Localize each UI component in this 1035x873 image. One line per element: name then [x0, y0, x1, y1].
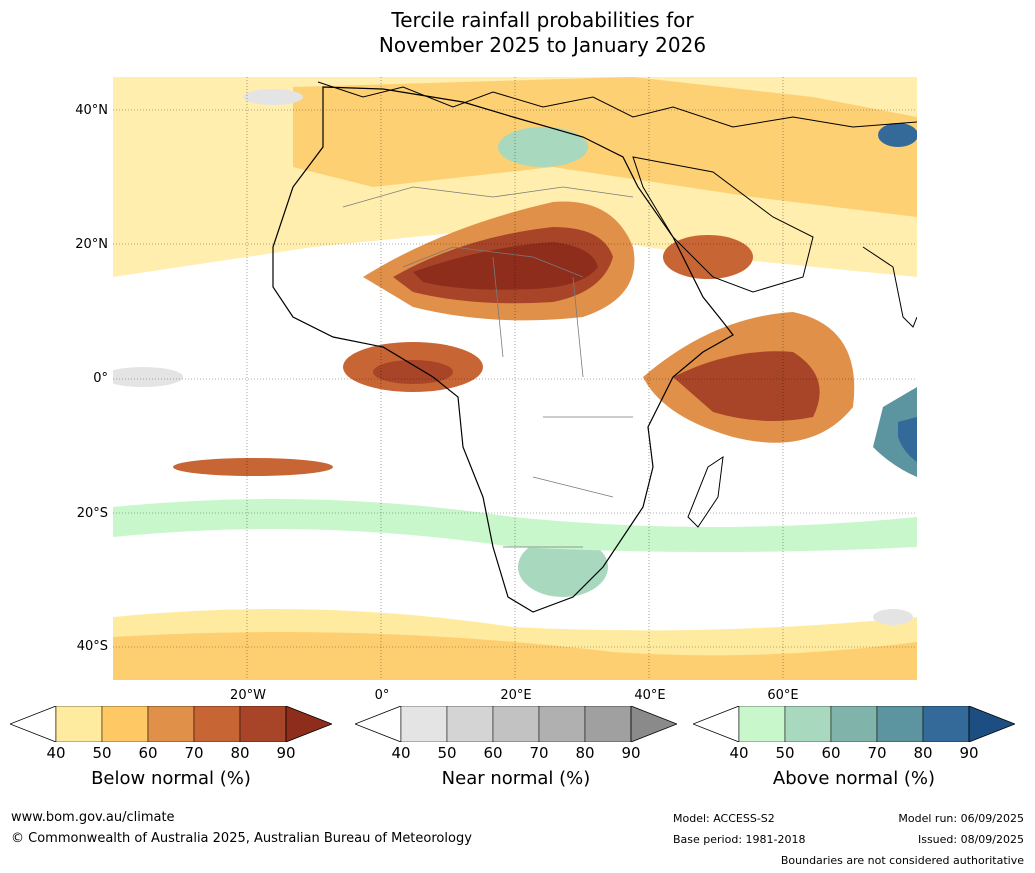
- cb-below-tick: 80: [230, 744, 250, 762]
- field-southafrica-above: [518, 537, 608, 597]
- above-swatch: [830, 706, 878, 742]
- cb-above-tick: 60: [821, 744, 841, 762]
- footer-model: Model: ACCESS-S2: [673, 812, 775, 825]
- below-swatch: [239, 706, 287, 742]
- field-near-1: [243, 89, 303, 105]
- colorbar-below: [10, 706, 332, 742]
- above-swatch: [876, 706, 924, 742]
- cb-near-tick: 80: [575, 744, 595, 762]
- lon-label-40e: 40°E: [634, 688, 666, 703]
- below-swatch: [193, 706, 241, 742]
- footer-model-run: Model run: 06/09/2025: [898, 812, 1024, 825]
- lat-label-20n: 20°N: [75, 237, 108, 252]
- field-guinea-below-80: [373, 360, 453, 384]
- lon-label-20w: 20°W: [230, 688, 266, 703]
- near-swatch-high-extend: [630, 706, 677, 742]
- cb-above-tick: 70: [867, 744, 887, 762]
- legend-title-above: Above normal (%): [772, 768, 936, 789]
- field-sahel-below-90: [413, 242, 598, 290]
- cb-near-tick: 40: [391, 744, 411, 762]
- cb-near-tick: 70: [529, 744, 549, 762]
- near-swatch: [538, 706, 586, 742]
- cb-above-tick: 40: [729, 744, 749, 762]
- lat-label-0: 0°: [93, 371, 108, 386]
- cb-above-tick: 90: [959, 744, 979, 762]
- above-swatch-high-extend: [968, 706, 1015, 742]
- field-indian-above-80: [898, 417, 917, 462]
- cb-below-tick: 60: [138, 744, 158, 762]
- cb-near-tick: 50: [437, 744, 457, 762]
- near-swatch: [400, 706, 448, 742]
- field-mediterranean-above: [498, 127, 588, 167]
- lon-label-20e: 20°E: [500, 688, 532, 703]
- field-near-3: [873, 609, 913, 625]
- legend-title-below: Below normal (%): [91, 768, 251, 789]
- footer-disclaimer: Boundaries are not considered authoritat…: [780, 854, 1024, 867]
- colorbar-above: [693, 706, 1015, 742]
- footer-copyright: © Commonwealth of Australia 2025, Austra…: [11, 831, 472, 846]
- above-swatch: [738, 706, 786, 742]
- arabia-coastline: [632, 156, 814, 293]
- field-satlantic-below: [173, 458, 333, 476]
- map-gridlines: [113, 77, 917, 680]
- cb-near-tick: 90: [621, 744, 641, 762]
- lat-label-40n: 40°N: [75, 103, 108, 118]
- chart-title: Tercile rainfall probabilities for Novem…: [0, 8, 1035, 58]
- lat-label-20s: 20°S: [76, 506, 108, 521]
- india-coastline: [862, 246, 917, 328]
- madagascar-coastline: [687, 455, 724, 528]
- rainfall-probability-map: [113, 77, 917, 680]
- cb-above-tick: 80: [913, 744, 933, 762]
- lat-label-40s: 40°S: [76, 639, 108, 654]
- below-swatch-high-extend: [285, 706, 332, 742]
- title-line-1: Tercile rainfall probabilities for: [391, 8, 694, 32]
- cb-near-tick: 60: [483, 744, 503, 762]
- cb-below-tick: 50: [92, 744, 112, 762]
- above-swatch: [784, 706, 832, 742]
- cb-above-tick: 50: [775, 744, 795, 762]
- lon-label-60e: 60°E: [767, 688, 799, 703]
- near-swatch: [584, 706, 632, 742]
- below-swatch: [101, 706, 149, 742]
- title-line-2: November 2025 to January 2026: [378, 33, 707, 57]
- country-borders: [342, 186, 634, 548]
- near-swatch-low-extend: [355, 706, 402, 742]
- legend-title-near: Near normal (%): [441, 768, 591, 789]
- near-swatch: [492, 706, 540, 742]
- footer-website[interactable]: www.bom.gov.au/climate: [11, 810, 175, 825]
- near-swatch: [446, 706, 494, 742]
- lon-label-0: 0°: [374, 688, 390, 703]
- field-south-ocean-above: [113, 499, 917, 552]
- field-near-2: [113, 367, 183, 387]
- field-caspian-above: [878, 123, 917, 147]
- above-swatch-low-extend: [693, 706, 740, 742]
- field-north-below-50: [293, 77, 917, 217]
- footer-issued: Issued: 08/09/2025: [917, 833, 1024, 846]
- cb-below-tick: 40: [46, 744, 66, 762]
- footer-base-period: Base period: 1981-2018: [673, 833, 806, 846]
- below-swatch: [55, 706, 103, 742]
- cb-below-tick: 70: [184, 744, 204, 762]
- map-svg: [113, 77, 917, 680]
- africa-coastline: [272, 86, 734, 613]
- colorbar-near: [355, 706, 677, 742]
- below-swatch: [147, 706, 195, 742]
- above-swatch: [922, 706, 970, 742]
- field-arabia-below: [663, 235, 753, 279]
- europe-coastline: [317, 81, 917, 128]
- below-swatch-low-extend: [10, 706, 57, 742]
- cb-below-tick: 90: [276, 744, 296, 762]
- field-indian-above: [873, 387, 917, 477]
